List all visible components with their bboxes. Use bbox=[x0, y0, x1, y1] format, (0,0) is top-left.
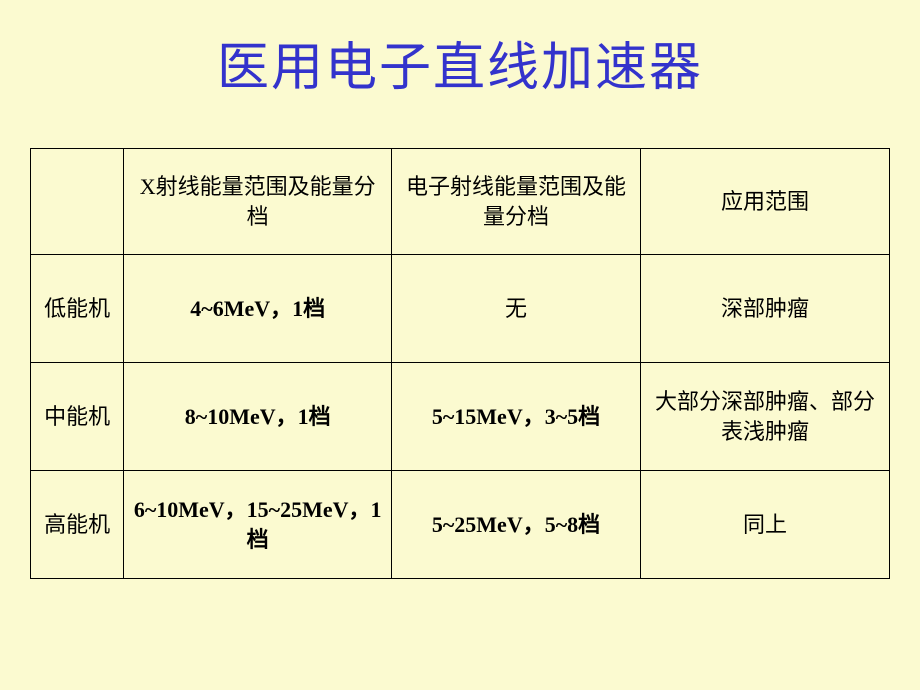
table-row: 高能机 6~10MeV，15~25MeV，1档 5~25MeV，5~8档 同上 bbox=[31, 471, 890, 579]
slide-title: 医用电子直线加速器 bbox=[30, 25, 890, 100]
row0-label: 低能机 bbox=[31, 255, 124, 363]
table-row: 中能机 8~10MeV，1档 5~15MeV，3~5档 大部分深部肿瘤、部分表浅… bbox=[31, 363, 890, 471]
header-xray: X射线能量范围及能量分档 bbox=[124, 149, 392, 255]
row2-xray: 6~10MeV，15~25MeV，1档 bbox=[124, 471, 392, 579]
header-label bbox=[31, 149, 124, 255]
row1-application: 大部分深部肿瘤、部分表浅肿瘤 bbox=[641, 363, 890, 471]
table-header-row: X射线能量范围及能量分档 电子射线能量范围及能量分档 应用范围 bbox=[31, 149, 890, 255]
accelerator-table: X射线能量范围及能量分档 电子射线能量范围及能量分档 应用范围 低能机 4~6M… bbox=[30, 148, 890, 579]
row1-label: 中能机 bbox=[31, 363, 124, 471]
row1-xray: 8~10MeV，1档 bbox=[124, 363, 392, 471]
row2-electron: 5~25MeV，5~8档 bbox=[392, 471, 641, 579]
row0-electron: 无 bbox=[392, 255, 641, 363]
row0-application: 深部肿瘤 bbox=[641, 255, 890, 363]
table-row: 低能机 4~6MeV，1档 无 深部肿瘤 bbox=[31, 255, 890, 363]
row1-electron: 5~15MeV，3~5档 bbox=[392, 363, 641, 471]
row2-label: 高能机 bbox=[31, 471, 124, 579]
row2-application: 同上 bbox=[641, 471, 890, 579]
header-electron: 电子射线能量范围及能量分档 bbox=[392, 149, 641, 255]
row0-xray: 4~6MeV，1档 bbox=[124, 255, 392, 363]
slide-container: 医用电子直线加速器 X射线能量范围及能量分档 电子射线能量范围及能量分档 应用范… bbox=[0, 0, 920, 690]
header-application: 应用范围 bbox=[641, 149, 890, 255]
